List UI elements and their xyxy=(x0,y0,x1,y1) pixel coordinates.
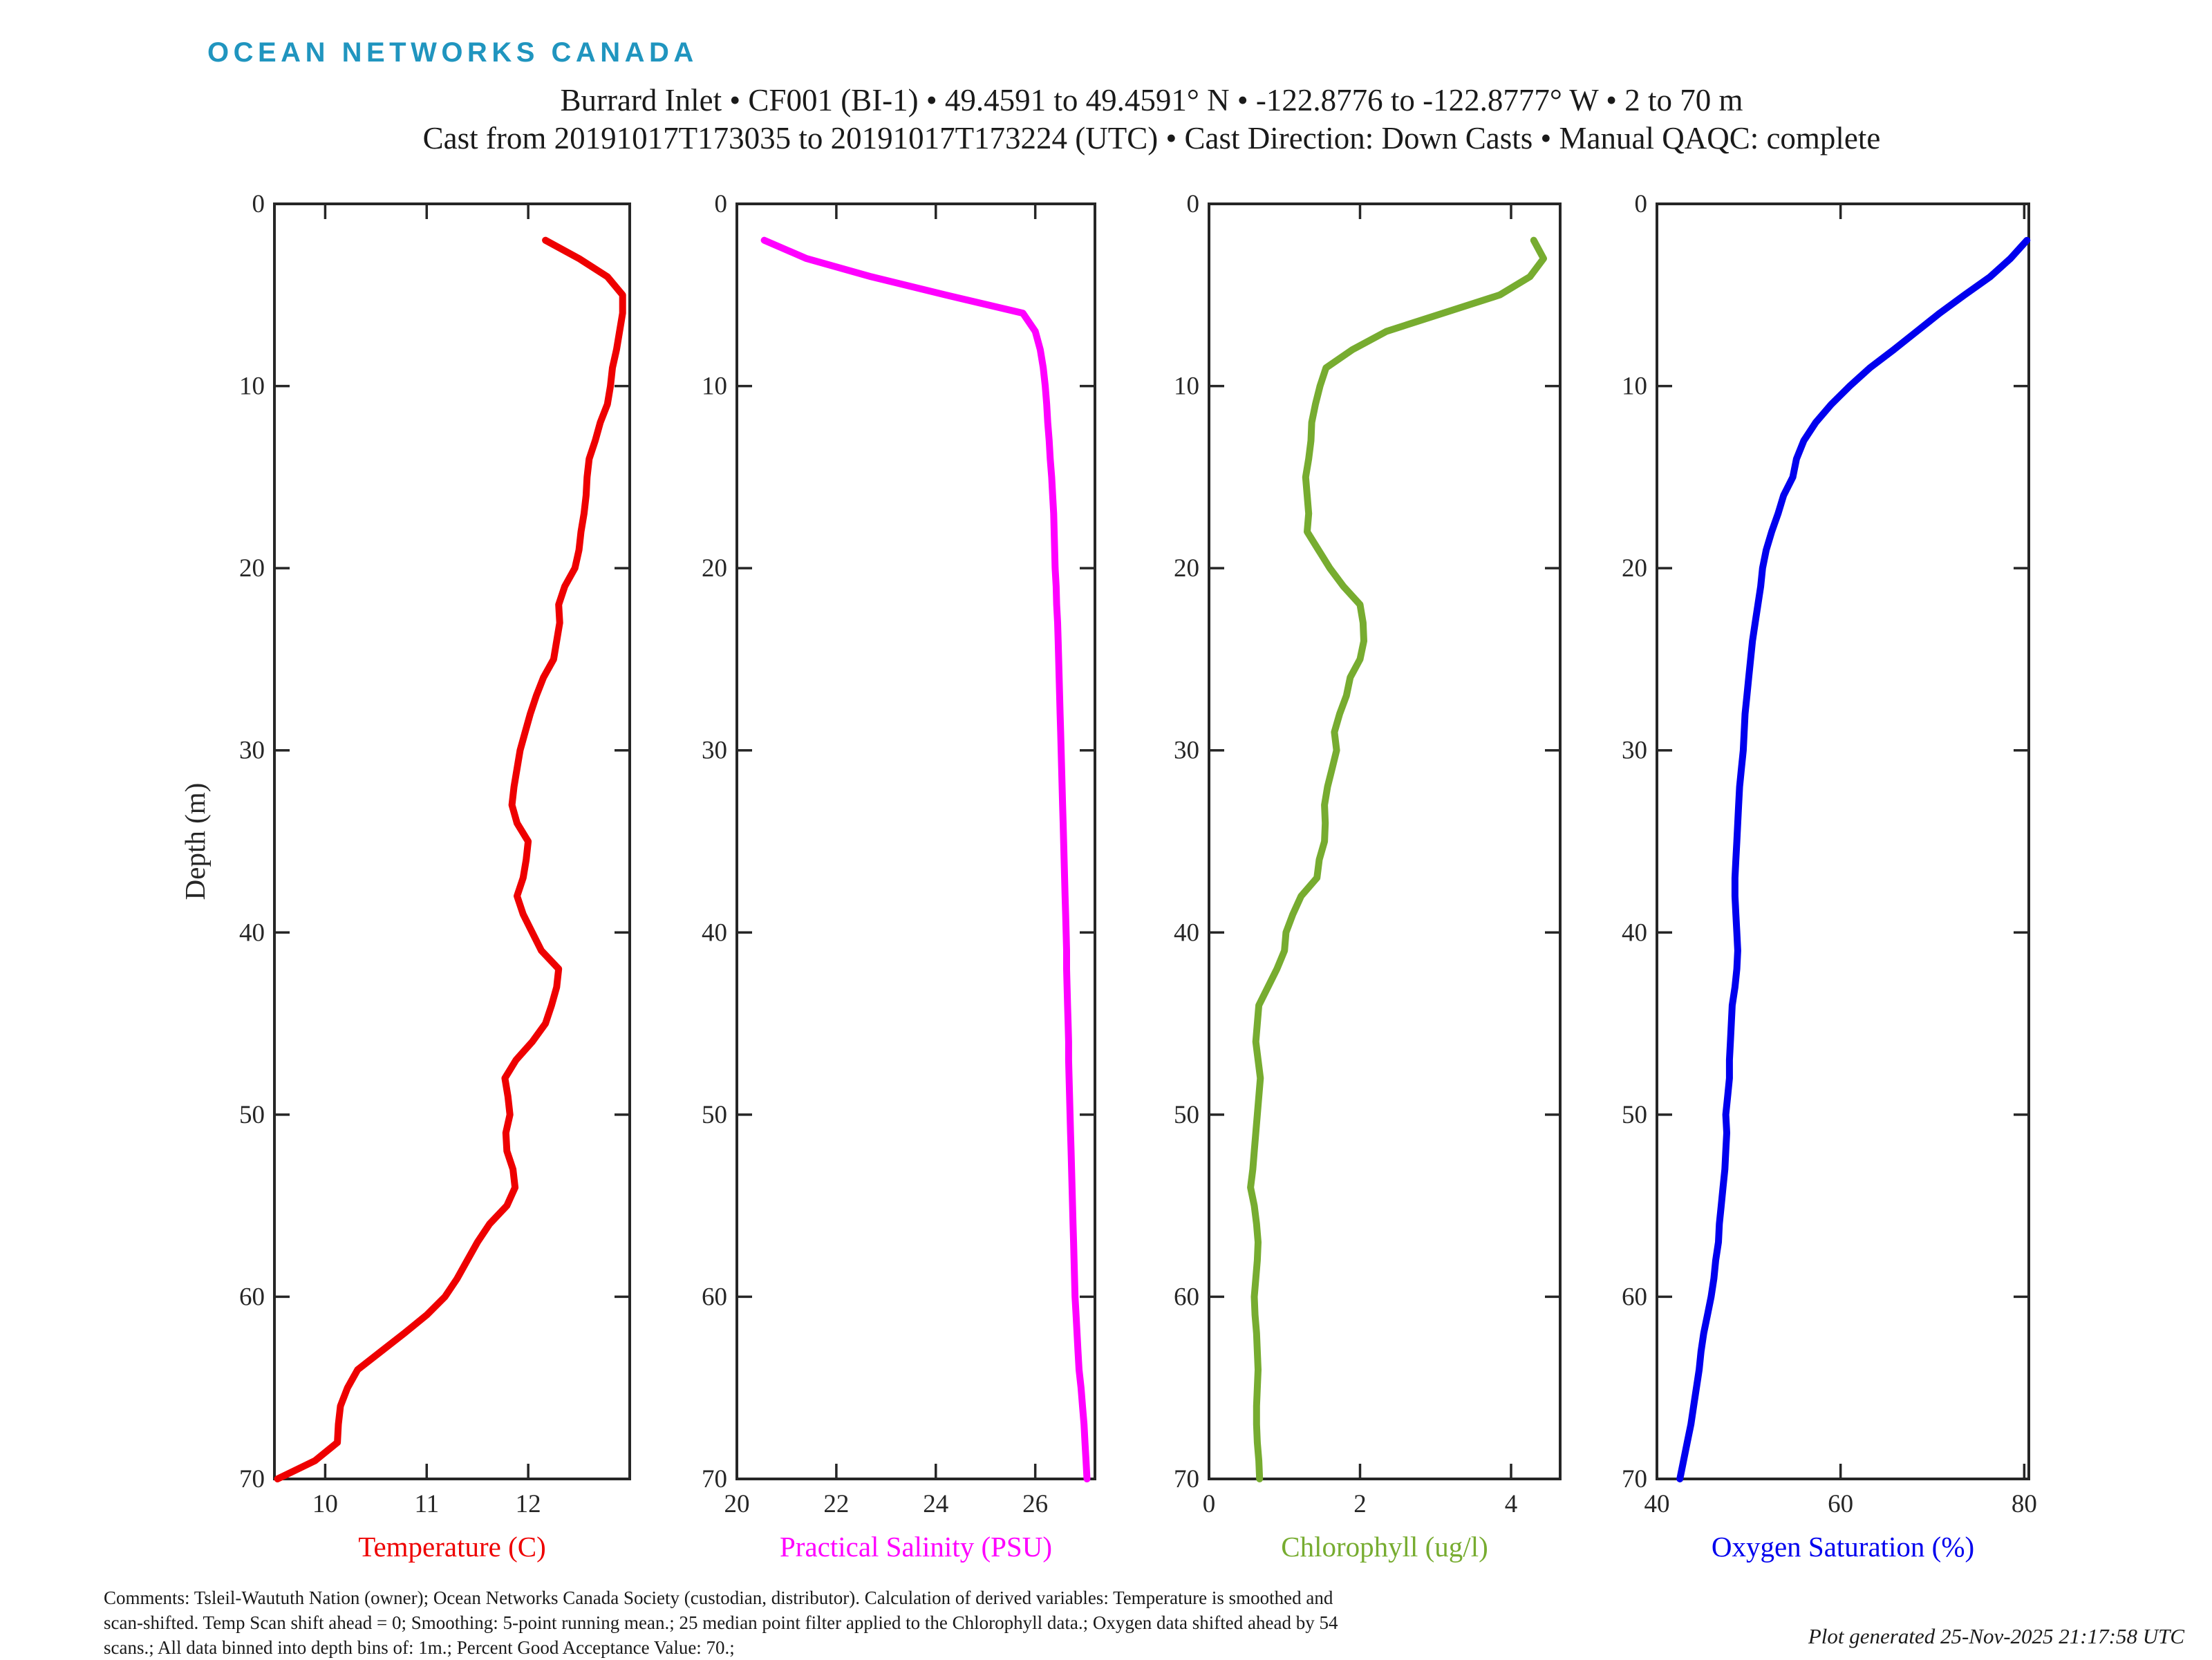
depth-tick-label: 70 xyxy=(1622,1465,1647,1493)
plot-frame xyxy=(273,202,631,1480)
footer-comments-line1: Comments: Tsleil-Waututh Nation (owner);… xyxy=(104,1587,1333,1608)
depth-tick-label: 40 xyxy=(702,918,727,947)
x-axis-label: Practical Salinity (PSU) xyxy=(780,1531,1052,1563)
chlorophyll-profile-line xyxy=(1247,236,1547,1482)
depth-tick-label: 50 xyxy=(1174,1101,1199,1129)
salinity-profile-line xyxy=(760,236,1091,1482)
depth-tick-label: 10 xyxy=(1622,372,1647,401)
x-tick-label: 0 xyxy=(1203,1490,1216,1518)
x-tick-label: 22 xyxy=(823,1490,849,1518)
depth-axis-label: Depth (m) xyxy=(179,783,211,900)
depth-tick-label: 50 xyxy=(1622,1101,1647,1129)
x-tick-label: 11 xyxy=(414,1490,439,1518)
depth-tick-label: 30 xyxy=(1174,737,1199,765)
depth-tick-label: 50 xyxy=(702,1101,727,1129)
depth-tick-label: 20 xyxy=(1622,554,1647,583)
temperature-plot: 10 11 12 0 10 20 30 40 50 60 70 Temperature (C) Dept… xyxy=(179,190,631,1563)
depth-tick-label: 70 xyxy=(1174,1465,1199,1493)
depth-tick-label: 50 xyxy=(239,1101,265,1129)
depth-tick-label: 60 xyxy=(1174,1283,1199,1311)
oxygen-saturation-plot: 40 60 80 0 10 20 30 40 50 60 70 Oxygen Saturation (… xyxy=(1622,190,2037,1563)
axis-ticks xyxy=(1656,202,2029,1480)
x-tick-label: 26 xyxy=(1022,1490,1048,1518)
depth-tick-label: 70 xyxy=(702,1465,727,1493)
axis-ticks xyxy=(1208,202,1560,1480)
plot-title-line1: Burrard Inlet • CF001 (BI-1) • 49.4591 t… xyxy=(560,83,1743,117)
depth-tick-label: 60 xyxy=(702,1283,727,1311)
axis-ticks xyxy=(735,202,1095,1480)
x-tick-label: 12 xyxy=(516,1490,541,1518)
depth-tick-label: 20 xyxy=(239,554,265,583)
plot-title-line2: Cast from 20191017T173035 to 20191017T17… xyxy=(422,121,1881,155)
x-tick-label: 60 xyxy=(1828,1490,1853,1518)
depth-tick-label: 40 xyxy=(1174,918,1199,947)
depth-tick-label: 30 xyxy=(1622,737,1647,765)
footer-comments-line2: scan-shifted. Temp Scan shift ahead = 0;… xyxy=(104,1612,1338,1633)
oxygen-saturation-profile-line xyxy=(1676,236,2031,1482)
salinity-plot: 20 22 24 26 0 10 20 30 40 50 60 70 Practical Salinit… xyxy=(702,190,1096,1563)
x-axis-label: Temperature (C) xyxy=(358,1531,545,1563)
x-tick-label: 40 xyxy=(1644,1490,1670,1518)
depth-tick-label: 0 xyxy=(1187,190,1200,218)
plot-frame xyxy=(1656,202,2030,1480)
depth-tick-label: 30 xyxy=(702,737,727,765)
depth-tick-label: 60 xyxy=(1622,1283,1647,1311)
temperature-profile-line xyxy=(274,236,626,1482)
depth-tick-label: 40 xyxy=(239,918,265,947)
x-axis-label: Oxygen Saturation (%) xyxy=(1712,1531,1974,1563)
footer-comments-line3: scans.; All data binned into depth bins … xyxy=(104,1637,735,1658)
depth-tick-label: 40 xyxy=(1622,918,1647,947)
plot-generated-timestamp: Plot generated 25-Nov-2025 21:17:58 UTC xyxy=(1808,1624,2184,1648)
depth-tick-label: 30 xyxy=(239,737,265,765)
x-tick-label: 80 xyxy=(2012,1490,2037,1518)
x-tick-label: 4 xyxy=(1505,1490,1518,1518)
depth-tick-label: 20 xyxy=(1174,554,1199,583)
depth-tick-label: 20 xyxy=(702,554,727,583)
x-tick-label: 20 xyxy=(724,1490,750,1518)
ocean-networks-canada-logo: OCEAN NETWORKS CANADA xyxy=(207,37,698,68)
depth-tick-label: 10 xyxy=(239,372,265,401)
depth-tick-label: 70 xyxy=(239,1465,265,1493)
x-tick-label: 2 xyxy=(1353,1490,1367,1518)
depth-tick-label: 0 xyxy=(1635,190,1648,218)
depth-tick-label: 60 xyxy=(239,1283,265,1311)
depth-tick-label: 0 xyxy=(252,190,265,218)
plot-title: Burrard Inlet • CF001 (BI-1) • 49.4591 t… xyxy=(423,82,1881,158)
depth-tick-label: 10 xyxy=(1174,372,1199,401)
x-axis-label: Chlorophyll (ug/l) xyxy=(1281,1531,1488,1563)
x-tick-label: 10 xyxy=(312,1490,338,1518)
plot-frame xyxy=(735,202,1096,1480)
depth-tick-label: 0 xyxy=(715,190,728,218)
footer-comments: Comments: Tsleil-Waututh Nation (owner);… xyxy=(104,1585,1338,1660)
x-tick-label: 24 xyxy=(923,1490,948,1518)
depth-tick-label: 10 xyxy=(702,372,727,401)
plot-frame xyxy=(1208,202,1562,1480)
